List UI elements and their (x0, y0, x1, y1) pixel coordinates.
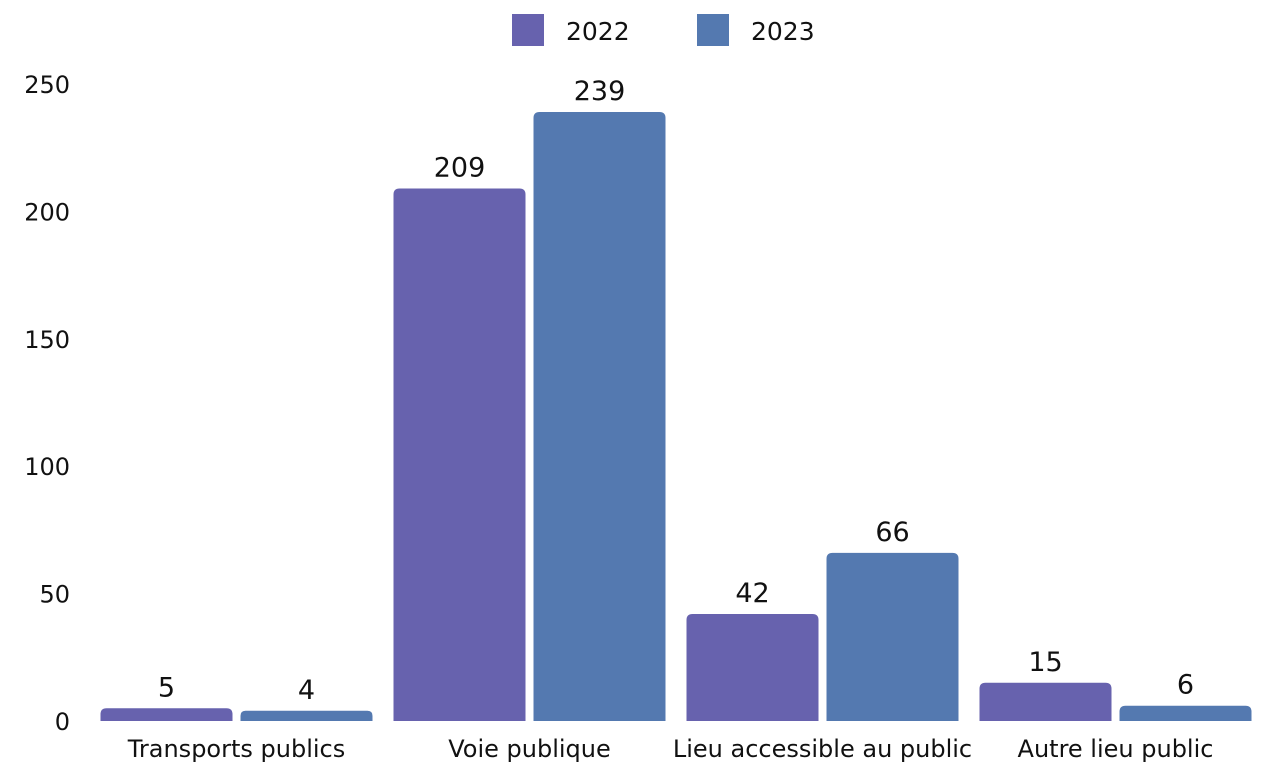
bar-2023-1 (533, 112, 666, 721)
y-tick-label: 200 (24, 198, 70, 226)
y-tick-label: 0 (55, 708, 70, 736)
y-tick-label: 100 (24, 453, 70, 481)
y-tick-label: 50 (39, 581, 70, 609)
bar-2023-0 (240, 710, 373, 721)
y-tick-label: 250 (24, 71, 70, 99)
bar-2022-1 (393, 188, 526, 721)
y-axis: 0 50 100 150 200 250 (24, 71, 70, 736)
bar-2023-3 (1119, 705, 1252, 721)
bar-2023-2 (826, 552, 959, 721)
x-category-label: Autre lieu public (1018, 735, 1214, 763)
legend-swatch (512, 14, 544, 46)
data-label: 4 (298, 675, 315, 706)
data-label: 5 (158, 672, 175, 703)
bar-2022-2 (686, 613, 819, 721)
data-label: 15 (1028, 647, 1062, 678)
bar-2022-3 (979, 682, 1112, 721)
x-category-label: Voie publique (448, 735, 611, 763)
legend-swatch (697, 14, 729, 46)
legend-label: 2023 (751, 17, 815, 46)
data-label: 66 (875, 517, 909, 548)
data-label: 42 (735, 578, 769, 609)
legend-label: 2022 (566, 17, 630, 46)
data-label: 209 (434, 152, 486, 183)
data-label: 6 (1177, 670, 1194, 701)
y-tick-label: 150 (24, 326, 70, 354)
legend: 2022 2023 (512, 14, 815, 46)
bar-2022-0 (100, 708, 233, 721)
data-label: 239 (574, 76, 626, 107)
data-labels: 5 4 209 239 42 66 15 6 (158, 76, 1194, 706)
bars (100, 112, 1252, 721)
x-axis: Transports publics Voie publique Lieu acce… (127, 735, 1214, 763)
x-category-label: Transports publics (127, 735, 345, 763)
x-category-label: Lieu accessible au public (673, 735, 972, 763)
